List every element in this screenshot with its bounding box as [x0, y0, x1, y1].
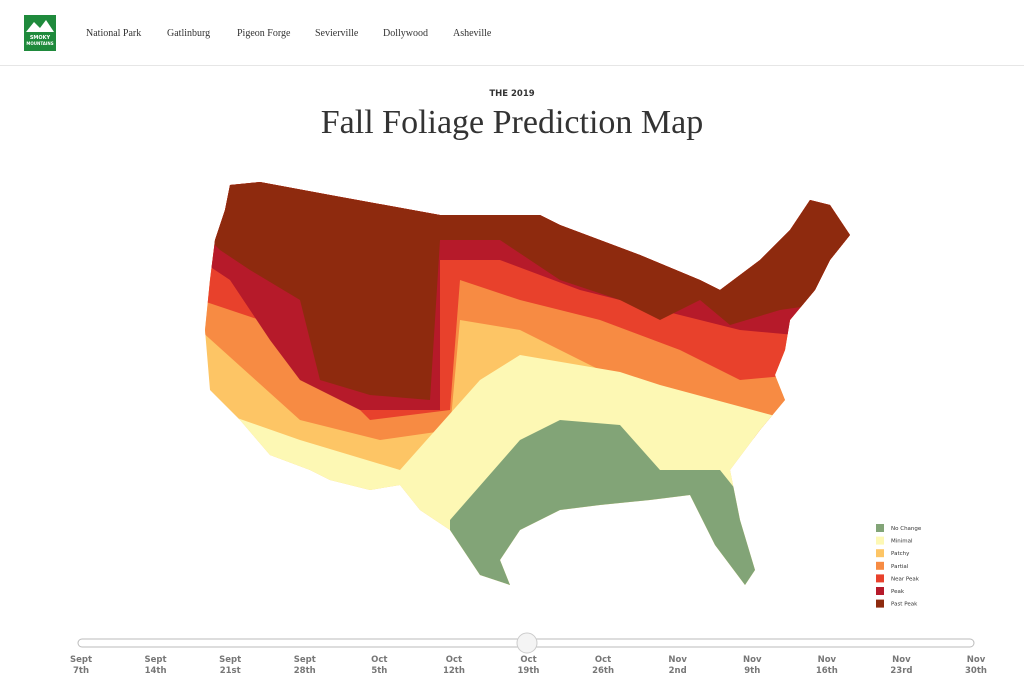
subtitle: THE 2019	[489, 89, 534, 99]
slider-label: Nov	[743, 655, 762, 665]
slider-label: 26th	[592, 666, 614, 676]
legend: No Change Minimal Patchy Partial Near Peak Pe…	[876, 524, 922, 608]
legend-label: Past Peak	[891, 602, 918, 608]
nav-link[interactable]: National Park	[86, 28, 141, 39]
legend-swatch	[876, 574, 884, 583]
legend-swatch	[876, 536, 884, 545]
legend-label: Minimal	[891, 539, 913, 545]
header: SMOKY MOUNTAINS National Park Gatlinburg P…	[0, 15, 1024, 66]
slider-label: Sept	[294, 655, 316, 665]
legend-swatch	[876, 599, 884, 608]
nav-link[interactable]: Dollywood	[383, 28, 428, 39]
slider-label: 23rd	[890, 666, 912, 676]
logo-text: SMOKY	[30, 35, 51, 41]
slider-thumb[interactable]	[516, 632, 538, 654]
slider-label: 12th	[443, 666, 465, 676]
nav-link[interactable]: Gatlinburg	[167, 28, 210, 39]
slider-label: 16th	[816, 666, 838, 676]
legend-label: No Change	[891, 526, 922, 532]
slider-label: 14th	[145, 666, 167, 676]
slider-label: 5th	[371, 666, 387, 676]
slider-label: Sept	[219, 655, 241, 665]
legend-label: Patchy	[891, 551, 910, 557]
slider-label: Nov	[967, 655, 986, 665]
slider-label: Oct	[371, 655, 387, 665]
slider-label: Oct	[446, 655, 462, 665]
slider-label: Nov	[668, 655, 687, 665]
slider-label: 19th	[518, 666, 540, 676]
logo-mountains	[26, 20, 54, 32]
slider-label: 30th	[965, 666, 987, 676]
slider-label: 7th	[73, 666, 89, 676]
slider-label: Oct	[595, 655, 611, 665]
slider-label: 28th	[294, 666, 316, 676]
legend-label: Partial	[891, 564, 909, 570]
legend-swatch	[876, 587, 884, 595]
slider-label: 2nd	[669, 666, 687, 676]
slider-label: Nov	[818, 655, 837, 665]
legend-swatch	[876, 549, 884, 558]
legend-label: Peak	[891, 589, 905, 595]
logo[interactable]	[24, 15, 56, 51]
logo-text: MOUNTAINS	[26, 41, 53, 46]
slider-labels: Sept7thSept14thSept21stSept28thOct5thOct…	[70, 655, 987, 676]
us-map	[205, 182, 850, 585]
slider-label: 21st	[220, 666, 241, 676]
slider-label: Nov	[892, 655, 911, 665]
slider-label: 9th	[744, 666, 760, 676]
nav-link[interactable]: Sevierville	[315, 28, 359, 39]
nav-link[interactable]: Asheville	[453, 28, 492, 39]
legend-label: Near Peak	[891, 576, 920, 582]
title: Fall Foliage Prediction Map	[321, 104, 703, 141]
legend-swatch	[876, 524, 884, 532]
slider-label: Sept	[145, 655, 167, 665]
nav-link[interactable]: Pigeon Forge	[237, 28, 291, 39]
slider-label: Oct	[520, 655, 536, 665]
slider-label: Sept	[70, 655, 92, 665]
legend-swatch	[876, 561, 884, 570]
